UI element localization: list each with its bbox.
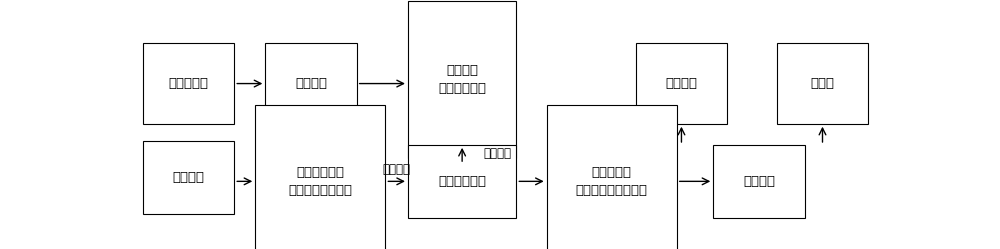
Bar [408, 1, 516, 158]
Bar [408, 145, 516, 218]
Text: 位置信息: 位置信息 [483, 147, 511, 160]
Text: 数据库: 数据库 [810, 77, 834, 90]
Text: 中心计算机
（自适应加权融合）: 中心计算机 （自适应加权融合） [576, 166, 648, 197]
Text: 显示模块: 显示模块 [665, 77, 697, 90]
Text: 气体模型: 气体模型 [295, 77, 327, 90]
Text: 无线通信模块: 无线通信模块 [438, 175, 486, 188]
Text: 电子鼻节点: 电子鼻节点 [169, 77, 209, 90]
Bar [255, 105, 385, 249]
Bar [713, 145, 805, 218]
Bar [143, 43, 234, 124]
Bar [636, 43, 727, 124]
Bar [777, 43, 868, 124]
Text: 位置信息: 位置信息 [382, 163, 410, 176]
Text: 存储模块: 存储模块 [743, 175, 775, 188]
Bar [547, 105, 677, 249]
Bar [143, 141, 234, 214]
Text: 微处理器
（位置融合）: 微处理器 （位置融合） [438, 64, 486, 95]
Bar [265, 43, 357, 124]
Text: 双摄像头: 双摄像头 [173, 171, 205, 184]
Text: 图像处理节点
（图像对准融合）: 图像处理节点 （图像对准融合） [288, 166, 352, 197]
